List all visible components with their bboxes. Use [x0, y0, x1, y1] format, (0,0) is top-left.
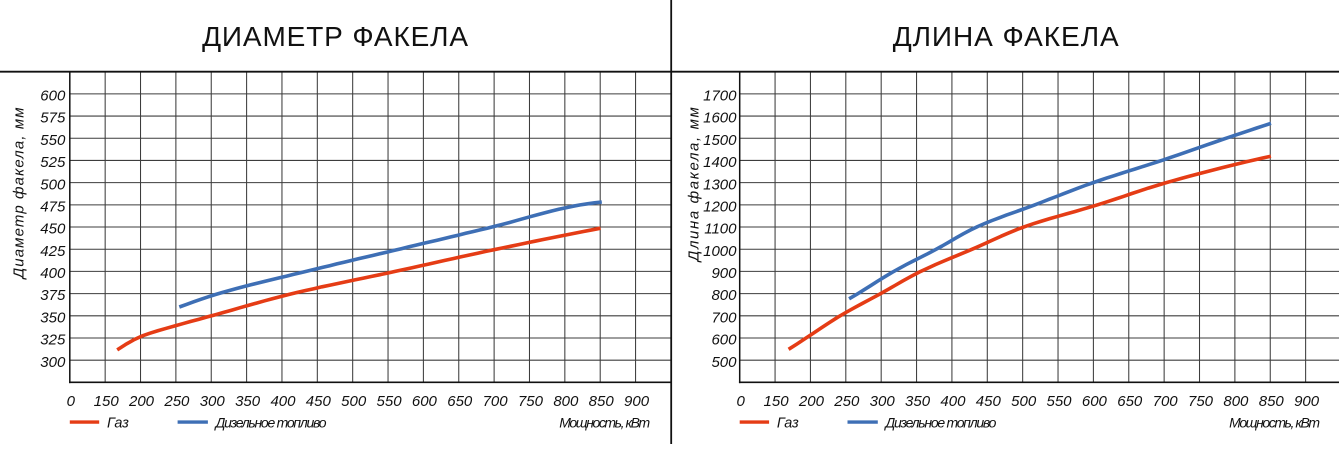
svg-text:ДЛИНА ФАКЕЛА: ДЛИНА ФАКЕЛА: [893, 21, 1120, 52]
svg-text:150: 150: [764, 393, 790, 410]
svg-text:800: 800: [1223, 393, 1249, 410]
svg-text:550: 550: [40, 132, 66, 149]
svg-text:600: 600: [40, 87, 66, 104]
svg-text:575: 575: [40, 110, 66, 127]
svg-text:350: 350: [905, 393, 931, 410]
svg-text:650: 650: [1117, 393, 1143, 410]
svg-text:850: 850: [1259, 393, 1285, 410]
svg-text:Газ: Газ: [107, 416, 129, 432]
svg-text:500: 500: [711, 354, 737, 371]
svg-text:550: 550: [377, 393, 403, 410]
svg-text:Диаметр факела, мм: Диаметр факела, мм: [10, 107, 27, 280]
svg-text:525: 525: [40, 154, 66, 171]
svg-text:200: 200: [128, 393, 155, 410]
svg-text:Дизельное топливо: Дизельное топливо: [214, 415, 327, 431]
svg-text:700: 700: [1153, 393, 1179, 410]
svg-text:Длина факела, мм: Длина факела, мм: [685, 107, 702, 263]
svg-text:350: 350: [235, 393, 261, 410]
svg-text:Газ: Газ: [777, 416, 799, 432]
svg-text:900: 900: [711, 265, 737, 282]
svg-text:Дизельное топливо: Дизельное топливо: [883, 415, 996, 431]
svg-text:250: 250: [833, 393, 860, 410]
svg-text:0: 0: [737, 393, 746, 410]
svg-text:1700: 1700: [703, 87, 737, 104]
svg-text:300: 300: [200, 393, 226, 410]
svg-text:375: 375: [40, 287, 66, 304]
svg-text:750: 750: [518, 393, 544, 410]
svg-text:500: 500: [341, 393, 367, 410]
svg-text:700: 700: [483, 393, 509, 410]
svg-text:1500: 1500: [703, 132, 737, 149]
svg-text:900: 900: [624, 393, 650, 410]
svg-text:900: 900: [1294, 393, 1320, 410]
svg-text:0: 0: [67, 393, 76, 410]
svg-text:850: 850: [589, 393, 615, 410]
svg-text:Мощность, кВт: Мощность, кВт: [1229, 415, 1320, 431]
svg-text:1100: 1100: [704, 221, 737, 238]
svg-text:325: 325: [40, 332, 66, 349]
svg-text:400: 400: [270, 393, 296, 410]
svg-text:300: 300: [40, 354, 66, 371]
svg-text:350: 350: [40, 309, 66, 326]
svg-text:425: 425: [40, 243, 66, 260]
svg-text:450: 450: [976, 393, 1002, 410]
svg-text:475: 475: [40, 198, 66, 215]
svg-text:750: 750: [1188, 393, 1214, 410]
svg-text:450: 450: [40, 221, 66, 238]
svg-text:1600: 1600: [703, 110, 737, 127]
svg-text:650: 650: [447, 393, 473, 410]
svg-text:400: 400: [40, 265, 66, 282]
svg-text:550: 550: [1047, 393, 1073, 410]
svg-text:ДИАМЕТР ФАКЕЛА: ДИАМЕТР ФАКЕЛА: [202, 21, 469, 52]
svg-text:150: 150: [94, 393, 120, 410]
svg-text:450: 450: [306, 393, 332, 410]
svg-text:300: 300: [870, 393, 896, 410]
svg-text:800: 800: [553, 393, 579, 410]
svg-text:600: 600: [1082, 393, 1108, 410]
svg-text:1400: 1400: [703, 154, 737, 171]
svg-text:Мощность, кВт: Мощность, кВт: [559, 415, 650, 431]
svg-text:400: 400: [940, 393, 966, 410]
svg-text:700: 700: [711, 309, 737, 326]
svg-text:800: 800: [711, 287, 737, 304]
svg-text:600: 600: [711, 332, 737, 349]
svg-text:500: 500: [1011, 393, 1037, 410]
svg-text:500: 500: [40, 176, 66, 193]
svg-text:250: 250: [163, 393, 190, 410]
svg-text:1200: 1200: [703, 198, 737, 215]
svg-text:600: 600: [412, 393, 438, 410]
svg-text:1300: 1300: [703, 176, 737, 193]
svg-text:1000: 1000: [703, 243, 737, 260]
svg-text:200: 200: [798, 393, 825, 410]
